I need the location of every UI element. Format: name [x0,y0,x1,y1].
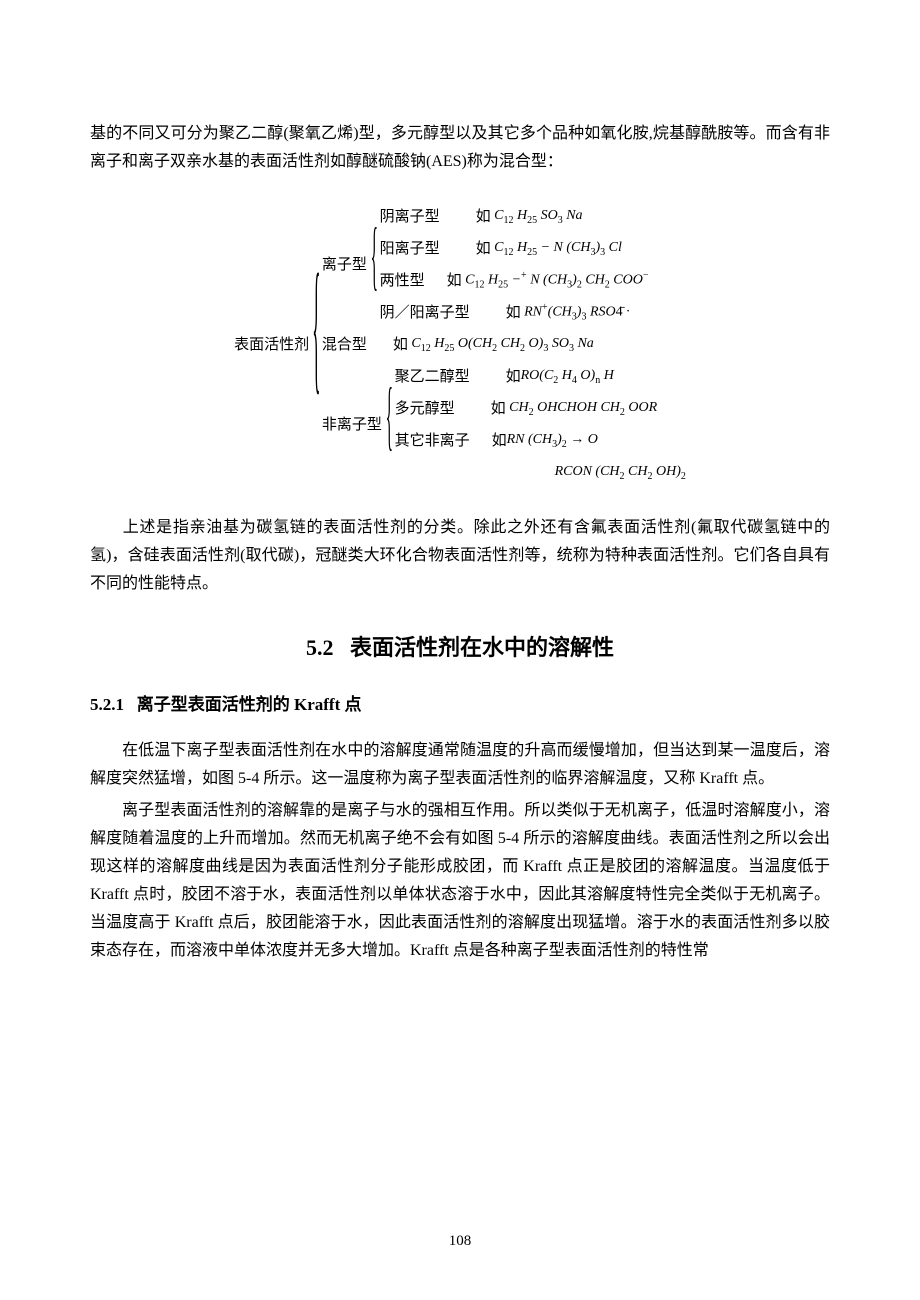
brace-root: { [312,227,320,462]
root-label: 表面活性剂 [234,333,309,357]
subsection-title: 5.2.1 离子型表面活性剂的 Krafft 点 [90,690,830,715]
page-number: 108 [0,1233,920,1250]
body-paragraph-2: 离子型表面活性剂的溶解靠的是离子与水的强相互作用。所以类似于无机离子，低温时溶解… [90,797,830,965]
nonionic-item-1: 多元醇型 如 CH2 OHCHOH CH2 OOR [395,396,686,422]
mixed-item: 混合型 如 C12 H25 O(CH2 CH2 O)3 SO3 Na [322,332,686,358]
body-paragraph-1: 在低温下离子型表面活性剂在水中的溶解度通常随温度的升高而缓慢增加，但当达到某一温… [90,737,830,793]
section-title: 5.2 表面活性剂在水中的溶解性 [90,630,830,662]
group-ionic-label: 离子型 [322,253,367,277]
group-nonionic-label: 非离子型 [322,413,382,437]
ionic-item-3: 阴／阳离子型 如 RN+(CH3)3 RSO4̄ · [380,300,649,326]
classification-formula: 表面活性剂 { 离子型 { 阴离子型 如 C12 H25 SO3 Na 阳离子型… [90,204,830,486]
nonionic-item-0: 聚乙二醇型 如 RO(C2 H4 O)n H [395,364,686,390]
section-number: 5.2 [306,635,334,660]
nonionic-item-3: RCON (CH2 CH2 OH)2 [555,460,686,486]
ionic-item-2: 两性型 如 C12 H25 −+ N (CH3)2 CH2 COO− [380,268,649,294]
brace-nonionic: { [386,363,393,486]
after-formula-paragraph: 上述是指亲油基为碳氢链的表面活性剂的分类。除此之外还有含氟表面活性剂(氟取代碳氢… [90,514,830,598]
brace-ionic: { [371,203,378,326]
intro-paragraph: 基的不同又可分为聚乙二醇(聚氧乙烯)型，多元醇型以及其它多个品种如氧化胺,烷基醇… [90,120,830,176]
ionic-item-1: 阳离子型 如 C12 H25 − N (CH3)3 Cl [380,236,649,262]
nonionic-item-2: 其它非离子 如 RN (CH3)2 → O [395,428,686,454]
subsection-number: 5.2.1 [90,695,124,714]
ionic-item-0: 阴离子型 如 C12 H25 SO3 Na [380,204,649,230]
